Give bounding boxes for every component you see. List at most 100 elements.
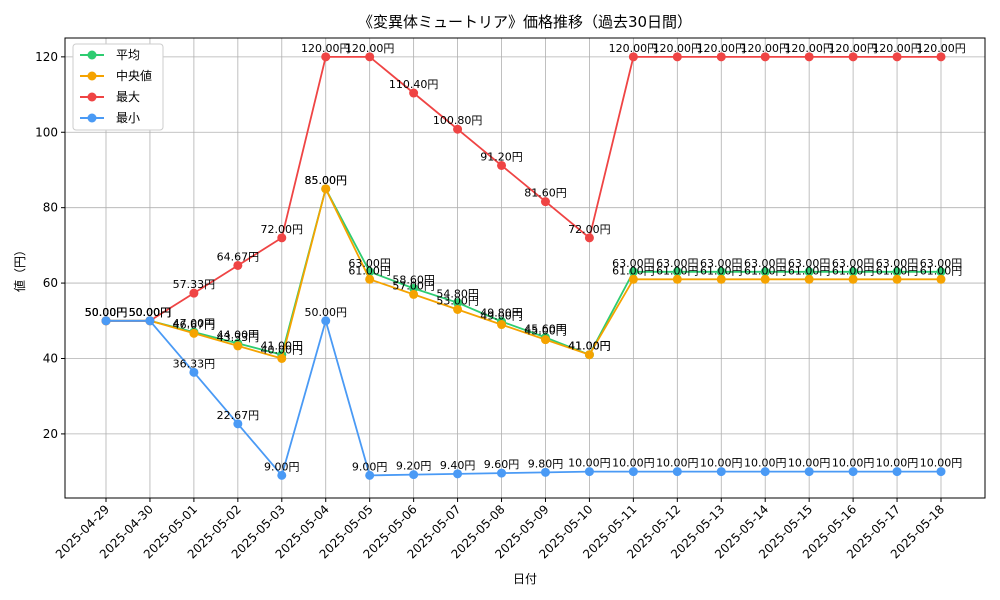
data-label-median: 61.00円	[920, 264, 963, 277]
data-point-median	[760, 274, 770, 284]
data-label-min: 10.00円	[612, 457, 655, 470]
data-label-median: 61.00円	[348, 264, 391, 277]
legend-marker-mean	[87, 50, 97, 60]
data-point-median	[584, 350, 594, 360]
data-label-min: 36.33円	[173, 357, 216, 370]
data-label-mean: 63.00円	[832, 257, 875, 270]
data-label-mean: 63.00円	[700, 257, 743, 270]
data-point-mean	[936, 267, 946, 277]
data-point-max	[628, 52, 638, 62]
data-label-median: 50.00円	[85, 306, 128, 319]
data-label-median: 50.00円	[129, 306, 172, 319]
legend-marker-max	[87, 92, 97, 102]
data-label-mean: 41.00円	[261, 340, 304, 353]
data-point-max	[189, 288, 199, 298]
data-point-min	[409, 470, 419, 480]
legend: 平均 中央値 最大 最小	[72, 43, 164, 131]
data-label-mean: 58.60円	[392, 273, 435, 286]
data-label-min: 22.67円	[217, 409, 260, 422]
data-point-median	[804, 274, 814, 284]
data-label-max: 57.33円	[173, 278, 216, 291]
data-label-min: 10.00円	[700, 457, 743, 470]
data-point-median	[409, 289, 419, 299]
data-point-max	[540, 197, 550, 207]
data-label-median: 61.00円	[744, 264, 787, 277]
data-label-mean: 63.00円	[788, 257, 831, 270]
data-point-median	[233, 341, 243, 351]
data-label-median: 46.67円	[173, 318, 216, 331]
legend-marker-min	[87, 113, 97, 123]
data-point-mean	[804, 267, 814, 277]
data-label-median: 85.00円	[304, 174, 347, 187]
series-line-median	[106, 187, 941, 360]
data-label-mean: 63.00円	[876, 257, 919, 270]
y-tick-label: 60	[43, 276, 58, 290]
data-label-max: 120.00円	[609, 42, 659, 55]
data-point-median	[628, 274, 638, 284]
chart-title: 《変異体ミュートリア》価格推移（過去30日間）	[358, 13, 692, 31]
data-point-mean	[453, 298, 463, 308]
data-label-min: 9.20円	[396, 460, 432, 473]
data-label-mean: 45.60円	[524, 322, 567, 335]
data-label-max: 72.00円	[568, 223, 611, 236]
data-point-min	[365, 470, 375, 480]
data-label-max: 91.20円	[480, 150, 523, 163]
data-label-max: 100.80円	[433, 114, 483, 127]
data-label-max: 120.00円	[784, 42, 834, 55]
data-label-min: 50.00円	[304, 306, 347, 319]
y-tick-label: 120	[35, 50, 58, 64]
data-label-mean: 49.80円	[480, 307, 523, 320]
data-point-min	[453, 469, 463, 479]
data-label-max: 50.00円	[85, 306, 128, 319]
data-label-min: 9.00円	[264, 460, 300, 473]
data-point-min	[936, 467, 946, 477]
data-label-median: 61.00円	[656, 264, 699, 277]
data-label-median: 61.00円	[700, 264, 743, 277]
legend-marker-median	[87, 71, 97, 81]
data-label-max: 81.60円	[524, 187, 567, 200]
data-point-max	[584, 233, 594, 243]
data-point-min	[672, 467, 682, 477]
legend-label-mean: 平均	[116, 48, 140, 62]
data-point-max	[936, 52, 946, 62]
data-label-mean: 41.00円	[568, 340, 611, 353]
data-label-min: 10.00円	[832, 457, 875, 470]
legend-box	[72, 43, 164, 131]
data-label-median: 61.00円	[832, 264, 875, 277]
data-label-median: 61.00円	[612, 264, 655, 277]
data-point-min	[233, 419, 243, 429]
data-label-min: 10.00円	[656, 457, 699, 470]
data-point-median	[936, 274, 946, 284]
series-line-max	[106, 56, 941, 322]
data-point-max	[892, 52, 902, 62]
data-label-mean: 50.00円	[85, 306, 128, 319]
data-label-median: 43.33円	[217, 331, 260, 344]
data-point-max	[760, 52, 770, 62]
data-label-max: 50.00円	[129, 306, 172, 319]
data-point-min	[584, 467, 594, 477]
legend-label-min: 最小	[116, 111, 140, 125]
y-axis-label: 値（円）	[12, 244, 27, 292]
legend-label-max: 最大	[116, 90, 140, 104]
data-label-min: 10.00円	[568, 457, 611, 470]
data-point-max	[804, 52, 814, 62]
data-label-max: 120.00円	[301, 42, 351, 55]
data-label-mean: 50.00円	[129, 306, 172, 319]
data-label-mean: 63.00円	[656, 257, 699, 270]
data-label-min: 50.00円	[129, 306, 172, 319]
data-point-median	[365, 274, 375, 284]
series-line-mean	[106, 187, 941, 356]
data-label-max: 120.00円	[916, 42, 966, 55]
data-label-max: 120.00円	[828, 42, 878, 55]
data-point-mean	[716, 267, 726, 277]
data-label-median: 61.00円	[788, 264, 831, 277]
data-label-median: 40.00円	[261, 343, 304, 356]
y-tick-label: 80	[43, 201, 58, 215]
data-label-min: 9.40円	[440, 459, 476, 472]
data-label-max: 72.00円	[261, 223, 304, 236]
data-label-max: 110.40円	[389, 78, 439, 91]
data-point-min	[628, 467, 638, 477]
data-point-median	[321, 184, 331, 194]
data-label-median: 53.00円	[436, 294, 479, 307]
legend-label-median: 中央値	[116, 68, 152, 83]
